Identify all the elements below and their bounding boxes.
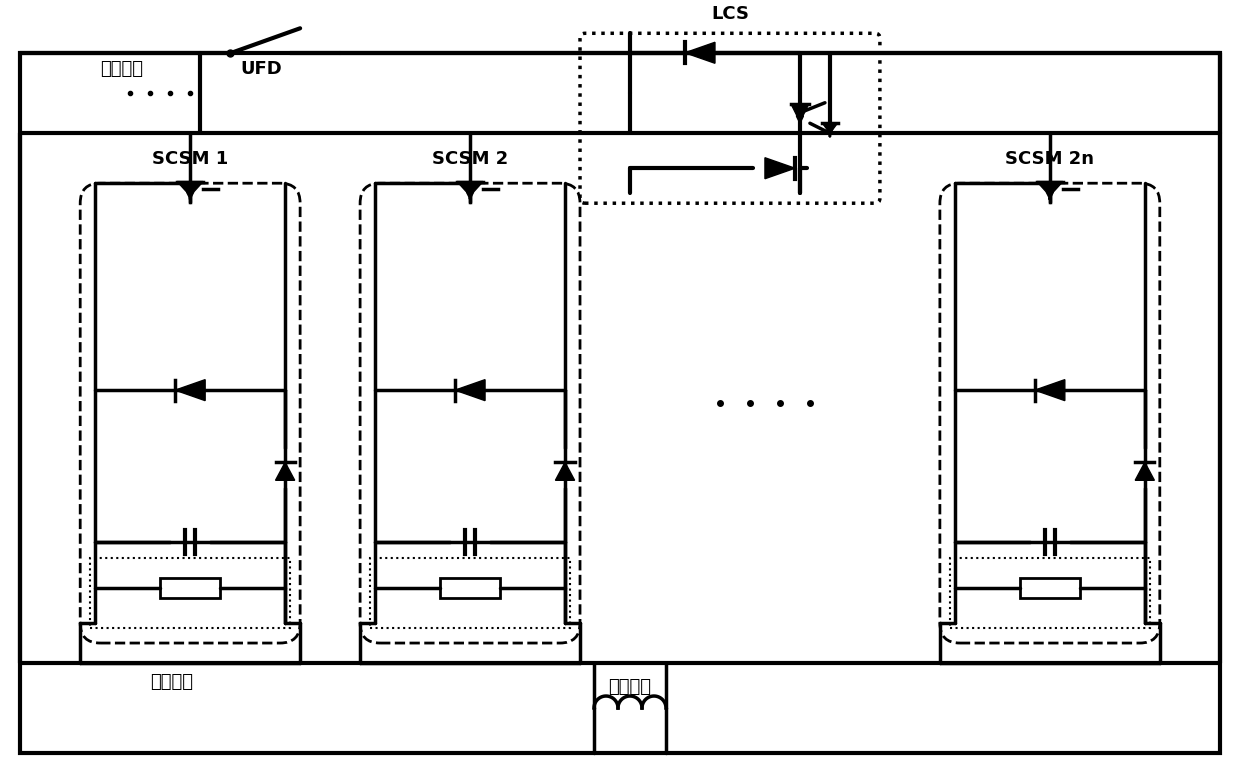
Text: UFD: UFD — [241, 60, 281, 79]
Bar — [1019, 578, 1080, 598]
Text: 负载支路: 负载支路 — [100, 60, 143, 79]
Polygon shape — [175, 380, 205, 401]
Polygon shape — [455, 380, 485, 401]
Text: SCSM 1: SCSM 1 — [153, 150, 228, 168]
Bar — [160, 578, 221, 598]
Text: SCSM 2n: SCSM 2n — [1006, 150, 1095, 168]
Polygon shape — [1035, 380, 1065, 401]
Polygon shape — [765, 158, 795, 179]
Bar — [370, 558, 570, 628]
Polygon shape — [791, 104, 808, 122]
Bar — [91, 558, 290, 628]
Polygon shape — [822, 123, 838, 134]
Polygon shape — [458, 182, 484, 196]
Polygon shape — [177, 182, 203, 196]
Bar — [950, 558, 1149, 628]
Polygon shape — [275, 462, 295, 480]
Polygon shape — [684, 42, 715, 63]
Polygon shape — [1037, 182, 1063, 196]
Text: 限流电抗: 限流电抗 — [609, 678, 651, 696]
Polygon shape — [556, 462, 574, 480]
Polygon shape — [1135, 462, 1154, 480]
Bar — [440, 578, 500, 598]
Text: LCS: LCS — [711, 5, 749, 24]
Text: 耗能电阻: 耗能电阻 — [150, 673, 193, 691]
Text: SCSM 2: SCSM 2 — [432, 150, 508, 168]
